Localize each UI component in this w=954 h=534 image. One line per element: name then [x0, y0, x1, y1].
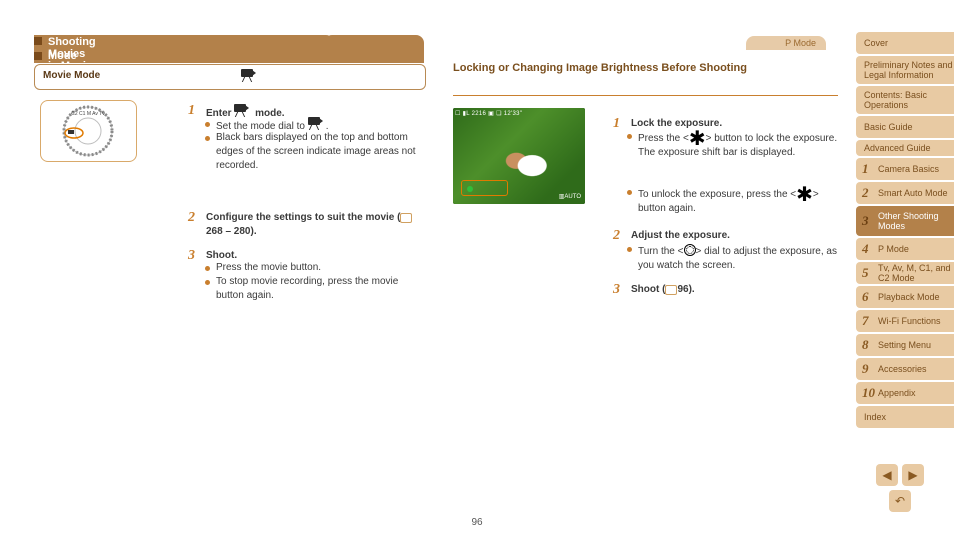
page-number: 96: [471, 517, 482, 528]
page-nav: ◀▶ ↶: [872, 464, 924, 512]
bullet: [205, 136, 210, 141]
bullet: [205, 122, 210, 127]
right-heading-text: Locking or Changing Image Brightness Bef…: [453, 62, 747, 74]
mode-dial-illustration: C2 C1 M Av Tv: [40, 100, 137, 162]
sidebar-item-8[interactable]: 8Setting Menu: [856, 334, 954, 356]
sidebar-item-contents[interactable]: Contents: Basic Operations: [856, 86, 954, 114]
sidebar-item-index[interactable]: Index: [856, 406, 954, 428]
sidebar-item-10[interactable]: 10Appendix: [856, 382, 954, 404]
mode-label: Movie Mode: [43, 70, 100, 81]
bullet: [627, 247, 632, 252]
prev-page-button[interactable]: ◀: [876, 464, 898, 486]
lcd-rec-dot: [467, 186, 473, 192]
step2-title: Configure the settings to suit the movie…: [206, 211, 426, 239]
r-step-number-1: 1: [613, 116, 620, 132]
book-icon: [400, 213, 412, 221]
step-number-2: 2: [188, 210, 195, 226]
sidebar-item-advanced[interactable]: Advanced Guide: [856, 140, 954, 156]
step2-ref: 268 – 280: [206, 226, 251, 237]
sidebar: Cover Preliminary Notes and Legal Inform…: [856, 30, 954, 428]
sidebar-item-3[interactable]: 3Other Shooting Modes: [856, 206, 954, 236]
lcd-top-readout: ☐ ▮L 2216 ▣ ❏ 12'33": [455, 110, 583, 120]
bullet: [205, 266, 210, 271]
step3-b2: To stop movie recording, press the movie…: [216, 275, 421, 303]
svg-text:C2 C1 M Av Tv: C2 C1 M Av Tv: [71, 111, 105, 117]
step2-title-b: ).: [251, 226, 257, 237]
step1-b2: Black bars displayed on the top and bott…: [216, 131, 421, 173]
sidebar-item-1[interactable]: 1Camera Basics: [856, 158, 954, 180]
heading-rule: [453, 95, 838, 96]
step-number-1: 1: [188, 103, 195, 119]
r-step-number-2: 2: [613, 228, 620, 244]
r-step2-b1: Turn the <> dial to adjust the exposure,…: [638, 242, 838, 273]
sidebar-item-2[interactable]: 2Smart Auto Mode: [856, 182, 954, 204]
r-step3-title: Shoot (96).: [631, 283, 695, 297]
r-step1-b2: To unlock the exposure, press the <✱> bu…: [638, 185, 838, 216]
star-icon: ✱: [689, 128, 706, 150]
dial-icon: [684, 244, 696, 256]
heading-line2: Mode: [48, 50, 77, 62]
step2-title-a: Configure the settings to suit the movie…: [206, 212, 400, 223]
sidebar-item-prelim[interactable]: Preliminary Notes and Legal Information: [856, 56, 954, 84]
bullet: [627, 134, 632, 139]
sidebar-item-9[interactable]: 9Accessories: [856, 358, 954, 380]
bullet: [627, 190, 632, 195]
lcd-corner-readout: ▥AUTO: [559, 193, 581, 200]
sidebar-item-4[interactable]: 4P Mode: [856, 238, 954, 260]
right-heading: Locking or Changing Image Brightness Bef…: [453, 62, 838, 75]
sidebar-item-basic[interactable]: Basic Guide: [856, 116, 954, 138]
return-button[interactable]: ↶: [889, 490, 911, 512]
sidebar-item-cover[interactable]: Cover: [856, 32, 954, 54]
step3-b1: Press the movie button.: [216, 261, 421, 275]
star-icon: ✱: [796, 184, 813, 206]
breadcrumb-label: P Mode: [785, 38, 816, 48]
bullet: [205, 280, 210, 285]
next-page-button[interactable]: ▶: [902, 464, 924, 486]
sidebar-item-5[interactable]: 5Tv, Av, M, C1, and C2 Mode: [856, 262, 954, 284]
sidebar-item-7[interactable]: 7Wi-Fi Functions: [856, 310, 954, 332]
step-number-3: 3: [188, 248, 195, 264]
movie-camera-icon: [241, 69, 259, 84]
sidebar-item-6[interactable]: 6Playback Mode: [856, 286, 954, 308]
r-step-number-3: 3: [613, 282, 620, 298]
mode-indicator-row: Movie Mode: [34, 64, 426, 90]
r-step2-title: Adjust the exposure.: [631, 229, 730, 243]
book-icon: [665, 285, 677, 293]
lcd-preview: ☐ ▮L 2216 ▣ ❏ 12'33" ▥AUTO: [453, 108, 585, 204]
r-step1-b1: Press the <✱> button to lock the exposur…: [638, 129, 838, 160]
